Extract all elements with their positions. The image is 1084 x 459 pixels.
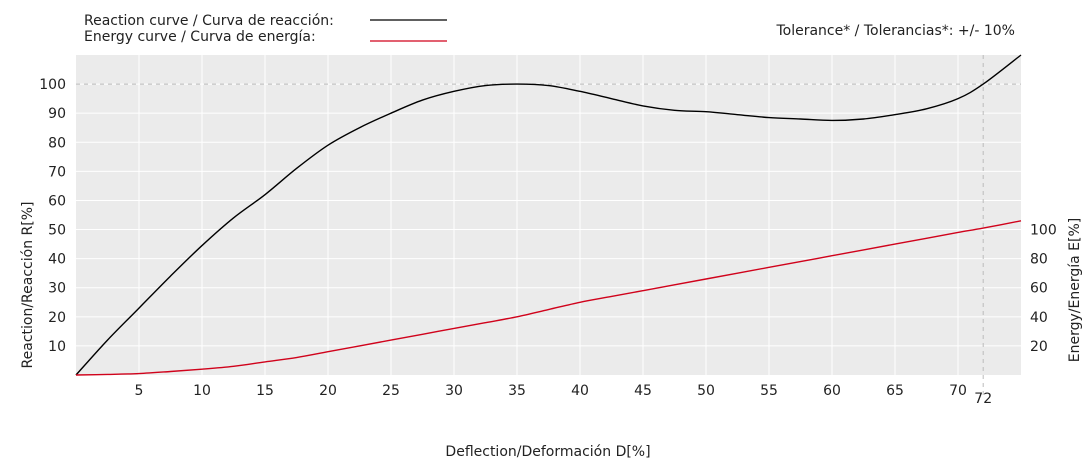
y-right-tick-label: 20 xyxy=(1030,339,1048,355)
y-right-tick-label: 60 xyxy=(1030,281,1048,297)
plot-area xyxy=(76,55,1021,375)
y-right-tick-label: 40 xyxy=(1030,310,1048,326)
series-group xyxy=(75,54,1022,376)
x-tick-label: 65 xyxy=(886,383,904,399)
legend-label-energy: Energy curve / Curva de energía: xyxy=(84,29,316,45)
x-tick-label: 45 xyxy=(634,383,652,399)
y-left-tick-label: 100 xyxy=(39,77,66,93)
x-tick-label: 10 xyxy=(193,383,211,399)
grid xyxy=(76,55,1021,375)
y-right-tick-label: 80 xyxy=(1030,252,1048,268)
y-left-tick-label: 10 xyxy=(48,339,66,355)
y-left-tick-label: 90 xyxy=(48,106,66,122)
y-left-tick-label: 70 xyxy=(48,164,66,180)
legend-label-reaction: Reaction curve / Curva de reacción: xyxy=(84,13,334,29)
y-left-tick-label: 80 xyxy=(48,135,66,151)
tolerance-note: Tolerance* / Tolerancias*: +/- 10% xyxy=(775,23,1015,39)
x-tick-label: 30 xyxy=(445,383,463,399)
y-left-tick-label: 20 xyxy=(48,310,66,326)
x-tick-label: 55 xyxy=(760,383,778,399)
y-left-tick-label: 60 xyxy=(48,193,66,209)
y-left-tick-labels: 10 20 30 40 50 60 70 80 90 100 xyxy=(39,77,66,355)
y-left-tick-label: 50 xyxy=(48,223,66,239)
y-left-axis-title: Reaction/Reacción R[%] xyxy=(20,202,36,369)
x-tick-label: 35 xyxy=(508,383,526,399)
x-tick-labels: 5 10 15 20 25 30 35 40 45 50 55 60 65 70 xyxy=(135,383,967,399)
x-tick-label: 70 xyxy=(949,383,967,399)
x-tick-label: 60 xyxy=(823,383,841,399)
y-left-tick-label: 40 xyxy=(48,252,66,268)
x-tick-label: 40 xyxy=(571,383,589,399)
energy-curve xyxy=(75,220,1022,376)
y-right-tick-labels: 20 40 60 80 100 xyxy=(1030,223,1057,355)
x-tick-label: 15 xyxy=(256,383,274,399)
y-right-tick-label: 100 xyxy=(1030,223,1057,239)
reaction-curve xyxy=(75,54,1022,376)
x-axis-title: Deflection/Deformación D[%] xyxy=(445,444,650,459)
y-left-tick-label: 30 xyxy=(48,281,66,297)
x-marker-label: 72 xyxy=(974,391,992,407)
y-right-axis-title: Energy/Energía E[%] xyxy=(1067,218,1083,362)
x-tick-label: 5 xyxy=(135,383,144,399)
x-tick-label: 25 xyxy=(382,383,400,399)
x-tick-label: 20 xyxy=(319,383,337,399)
x-tick-label: 50 xyxy=(697,383,715,399)
